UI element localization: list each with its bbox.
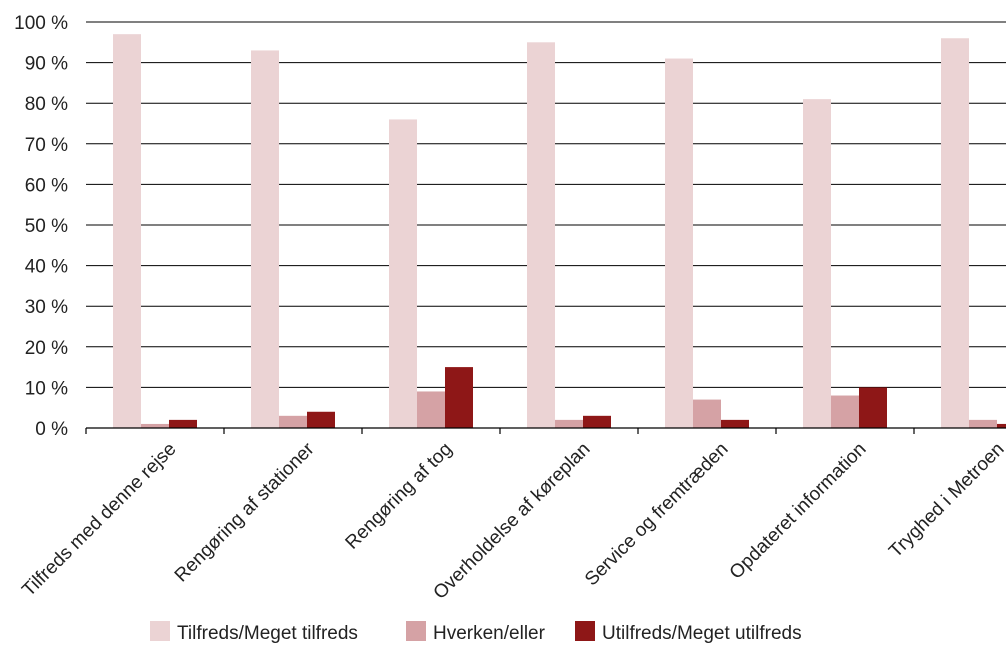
bar: [555, 419, 583, 428]
x-category-label: Overholdelse af køreplan: [430, 439, 595, 604]
legend-swatch: [150, 621, 170, 641]
bar: [693, 399, 721, 428]
bar: [113, 34, 141, 429]
bars: [113, 34, 1006, 429]
bar: [859, 387, 887, 428]
bar: [389, 119, 417, 428]
bar: [721, 419, 749, 428]
bar: [831, 395, 859, 428]
legend-label: Utilfreds/Meget utilfreds: [602, 623, 802, 644]
y-tick-label: 100 %: [14, 13, 68, 34]
bar: [803, 99, 831, 428]
bar: [527, 42, 555, 429]
y-tick-label: 90 %: [25, 54, 68, 75]
y-axis-tick-labels: 0 % 10 % 20 % 30 % 40 % 50 % 60 % 70 % 80 % 90 % 1…: [14, 13, 68, 440]
x-category-label: Tryghed i Metroen: [885, 439, 1006, 562]
bar: [141, 423, 169, 428]
y-tick-label: 10 %: [25, 378, 68, 399]
legend-item: Tilfreds/Meget tilfreds: [150, 621, 358, 644]
bar: [583, 415, 611, 428]
legend-item: Hverken/eller: [406, 621, 546, 644]
y-tick-label: 50 %: [25, 216, 68, 237]
legend-label: Tilfreds/Meget tilfreds: [177, 623, 358, 644]
legend-swatch: [575, 621, 595, 641]
x-category-label: Opdateret information: [726, 439, 871, 584]
y-tick-label: 40 %: [25, 257, 68, 278]
bar: [997, 423, 1006, 428]
x-category-label: Tilfreds med denne rejse: [18, 439, 180, 601]
bar: [169, 419, 197, 428]
bar: [279, 415, 307, 428]
bar: [307, 411, 335, 428]
y-tick-label: 60 %: [25, 175, 68, 196]
bar: [969, 419, 997, 428]
y-tick-label: 70 %: [25, 135, 68, 156]
y-tick-label: 80 %: [25, 94, 68, 115]
y-tick-label: 0 %: [35, 419, 68, 440]
bar: [445, 367, 473, 428]
x-category-label: Rengøring af stationer: [171, 438, 319, 586]
bar: [417, 391, 445, 428]
bar: [251, 50, 279, 429]
x-category-label: Rengøring af tog: [342, 439, 457, 554]
y-tick-label: 20 %: [25, 338, 68, 359]
bar: [665, 58, 693, 428]
legend: Tilfreds/Meget tilfreds Hverken/eller Util…: [150, 621, 802, 644]
legend-swatch: [406, 621, 426, 641]
legend-label: Hverken/eller: [433, 623, 546, 644]
y-tick-label: 30 %: [25, 297, 68, 318]
x-category-label: Service og fremtræden: [581, 439, 732, 590]
legend-item: Utilfreds/Meget utilfreds: [575, 621, 802, 644]
bar: [941, 38, 969, 429]
x-axis: [85, 427, 1006, 434]
